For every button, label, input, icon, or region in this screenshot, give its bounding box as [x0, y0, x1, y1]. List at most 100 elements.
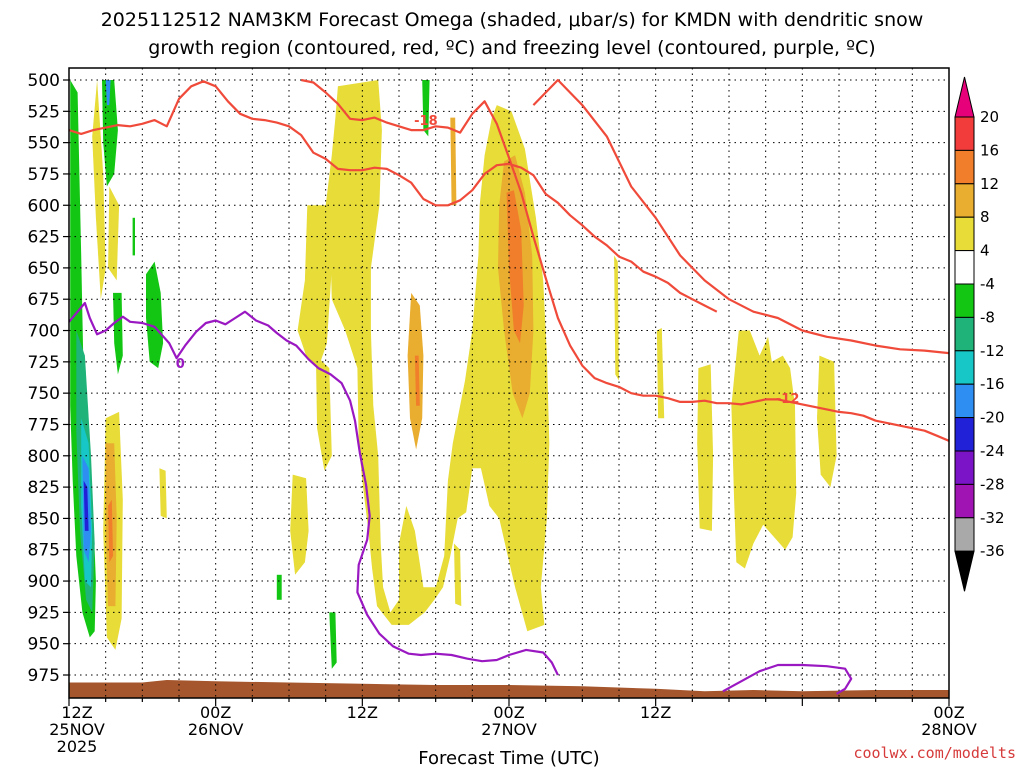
omega-4-8-r6: [817, 355, 837, 488]
colorbar-segment-9: [954, 383, 975, 419]
y-tick-label-925: 925: [28, 603, 60, 623]
colorbar-segment-6: [954, 283, 975, 318]
y-tick-label-950: 950: [28, 635, 60, 655]
x-axis-title: Forecast Time (UTC): [418, 748, 599, 768]
y-tick-label-825: 825: [28, 478, 60, 498]
colorbar-bottom-arrow: [954, 550, 975, 592]
colorbar-label-5: -4: [980, 275, 995, 293]
dgz-upper-line: [69, 80, 718, 313]
colorbar-label-12: -32: [980, 509, 1005, 527]
y-tick-label-900: 900: [28, 572, 60, 592]
y-tick-label-650: 650: [28, 259, 60, 279]
y-tick-label-550: 550: [28, 134, 60, 154]
colorbar-segment-7: [954, 316, 975, 352]
y-tick-label-875: 875: [28, 541, 60, 561]
colorbar-label-13: -36: [980, 542, 1005, 560]
omega-4-8-r1: [454, 543, 462, 607]
colorbar-label-0: 20: [980, 108, 999, 126]
omega-8-12-d: [450, 117, 457, 206]
omega-neg4-d: [113, 292, 123, 375]
colorbar: 20 16 12 8 4 -4 -8 -12 -16 -20 -24 -28 -32 -36: [954, 76, 1005, 592]
y-tick-label-800: 800: [28, 447, 60, 467]
x-tick-label-12-2: 26NOV: [188, 720, 244, 739]
chart-title-line-2: growth region (contoured, red, ºC) and f…: [148, 37, 875, 59]
x-tick-label-0-2: 25NOV: [49, 720, 105, 739]
chart-title-line-1: 2025112512 NAM3KM Forecast Omega (shaded…: [101, 9, 924, 31]
colorbar-segment-2: [954, 149, 975, 185]
omega-4-8-col-b: [108, 186, 120, 281]
dgz-lower-line: [300, 78, 949, 442]
y-tick-label-775: 775: [28, 415, 60, 435]
grid-lines: [69, 68, 949, 698]
colorbar-label-8: -16: [980, 375, 1005, 393]
colorbar-label-2: 12: [980, 175, 999, 193]
x-tick-label-12-1: 00Z: [200, 703, 231, 722]
x-tick-label-36-1: 00Z: [493, 703, 524, 722]
y-tick-label-725: 725: [28, 353, 60, 373]
x-tick-label-60-1: 00Z: [933, 703, 964, 722]
credit-text: coolwx.com/modelts: [853, 744, 1016, 762]
omega-4-8-r7: [362, 105, 374, 256]
colorbar-segment-5: [954, 250, 975, 285]
y-tick-label-750: 750: [28, 384, 60, 404]
colorbar-segment-10: [954, 417, 975, 452]
colorbar-segment-3: [954, 183, 975, 218]
colorbar-segment-8: [954, 350, 975, 385]
dgz-upper-label: -18: [414, 114, 438, 129]
dgz-upper-right-line: [532, 78, 949, 355]
freezing-level-line: [69, 301, 559, 676]
colorbar-segment-12: [954, 483, 975, 519]
freezing-level-label: 0: [176, 357, 185, 372]
y-tick-label-625: 625: [28, 228, 60, 248]
x-tick-label-0-1: 12Z: [61, 703, 92, 722]
y-tick-label-575: 575: [28, 165, 60, 185]
omega-4-8-r2: [614, 255, 619, 381]
plot-area: -18 -12 0: [68, 67, 950, 699]
y-axis: 500 525 550 575 600 625 650 675 700 725 750 775 800 8…: [28, 71, 69, 686]
omega-4-8-r5: [731, 330, 797, 569]
colorbar-segment-13: [954, 517, 975, 552]
colorbar-label-1: 16: [980, 141, 999, 159]
omega-4-8-left-core: [297, 205, 332, 369]
colorbar-label-6: -8: [980, 308, 995, 326]
omega-neg4-g: [276, 574, 282, 600]
omega-neg4-e: [132, 217, 135, 256]
x-tick-label-48-1: 12Z: [640, 703, 671, 722]
omega-neg4-c: [146, 261, 164, 369]
freezing-level-right-line: [722, 663, 853, 695]
colorbar-segment-4: [954, 216, 975, 252]
x-tick-label-0-3: 2025: [57, 737, 98, 756]
y-tick-label-850: 850: [28, 509, 60, 529]
y-tick-label-525: 525: [28, 102, 60, 122]
dgz-lower-label: -12: [776, 392, 800, 407]
y-tick-label-700: 700: [28, 322, 60, 342]
omega-4-8-core: [325, 80, 550, 632]
y-tick-label-675: 675: [28, 290, 60, 310]
colorbar-segment-1: [954, 116, 975, 151]
y-tick-label-600: 600: [28, 196, 60, 216]
omega-shading: [70, 80, 837, 669]
colorbar-label-9: -20: [980, 409, 1005, 427]
colorbar-label-3: 8: [980, 208, 990, 226]
x-tick-label-60-2: 28NOV: [921, 720, 977, 739]
omega-neg4-h: [329, 612, 337, 669]
omega-12-16-c: [506, 190, 524, 344]
colorbar-segment-11: [954, 450, 975, 485]
x-tick-label-36-2: 27NOV: [481, 720, 537, 739]
omega-neg4-f: [422, 80, 430, 137]
omega-4-8-col-e: [315, 355, 332, 471]
omega-12-16-a: [108, 499, 113, 563]
omega-4-8-col-a: [92, 80, 106, 300]
y-tick-label-500: 500: [28, 71, 60, 91]
colorbar-label-11: -28: [980, 475, 1005, 493]
contours: -18 -12 0: [69, 78, 949, 695]
omega-4-8-col-d: [159, 468, 167, 519]
omega-4-8-r4: [697, 364, 714, 531]
y-tick-label-975: 975: [28, 666, 60, 686]
colorbar-label-10: -24: [980, 442, 1005, 460]
colorbar-label-4: 4: [980, 242, 990, 260]
omega-neg20-a: [83, 480, 89, 531]
colorbar-label-7: -12: [980, 342, 1005, 360]
